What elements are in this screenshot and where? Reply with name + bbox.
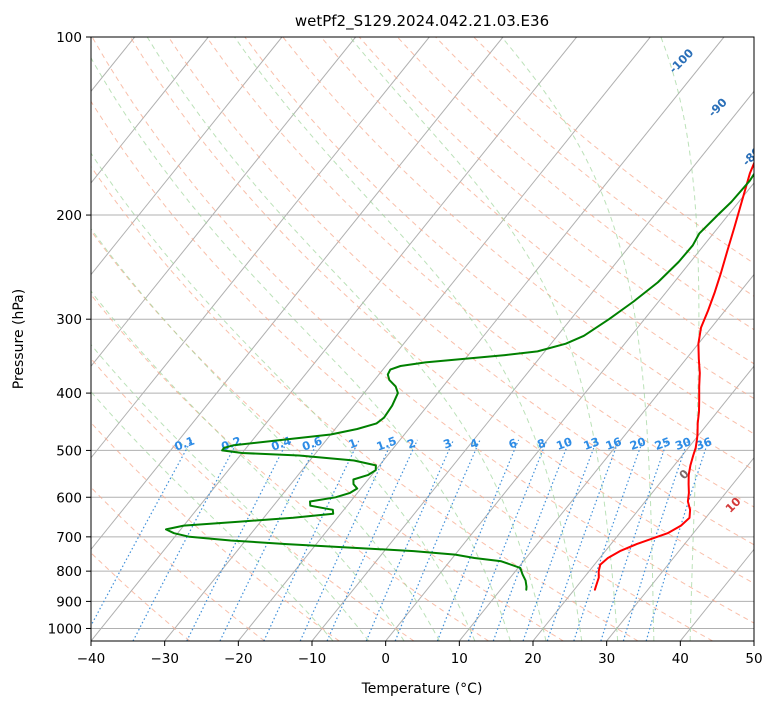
mixing-ratio-line (600, 439, 669, 641)
dry-adiabat (206, 37, 754, 508)
isotherm-gridline (164, 37, 651, 641)
y-tick-label: 400 (56, 386, 82, 402)
dry-adiabat (91, 357, 415, 641)
y-tick-label: 100 (56, 30, 82, 46)
isotherm-gridline (91, 37, 504, 551)
y-tick-label: 700 (56, 530, 82, 546)
mixing-ratio-label: 10 (554, 434, 574, 453)
y-tick-label: 1000 (48, 622, 82, 638)
mixing-ratio-line (91, 439, 193, 627)
mixing-ratio-line (186, 439, 289, 641)
x-tick-label: 50 (745, 651, 762, 667)
y-tick-label: 600 (56, 490, 82, 506)
moist-adiabat (91, 343, 370, 641)
isotherm-gridline (532, 365, 754, 641)
dry-adiabat (129, 37, 754, 584)
series-lines (165, 160, 754, 591)
dry-adiabat (91, 293, 489, 641)
x-tick-label: −10 (298, 651, 327, 667)
pressure-gridlines (91, 37, 754, 629)
dry-adiabat (91, 37, 754, 624)
mixing-ratio-line (326, 439, 418, 641)
isotherm-gridline (606, 456, 754, 641)
moist-adiabat (91, 152, 476, 641)
y-tick-label: 300 (56, 312, 82, 328)
mixing-ratio-line (622, 439, 689, 641)
dry-adiabat (397, 37, 754, 331)
isotherm-gridline (91, 37, 430, 459)
isotherm-gridline (237, 37, 725, 641)
isotherm-gridline (91, 37, 209, 184)
x-tick-label: 0 (381, 651, 390, 667)
mixing-ratio-line (299, 439, 394, 641)
mixing-ratio-line (365, 439, 455, 641)
dry-adiabat (320, 37, 754, 400)
series-line-temperature (593, 160, 754, 591)
mixing-ratio-line (645, 439, 710, 641)
mixing-ratio-label: 30 (673, 434, 693, 453)
x-tick-label: 40 (672, 651, 689, 667)
mixing-ratio-labels: 0.1 0.2 0.4 0.6 1 1.5 2 3 4 6 8 10 13 16 20 25 30 36 (172, 434, 713, 454)
isotherm-gridline (91, 37, 357, 367)
series-line-dewpoint (165, 172, 754, 591)
mixing-ratio-line (219, 439, 320, 641)
x-tick-label: 20 (524, 651, 541, 667)
mixing-ratio-line (492, 439, 571, 641)
dry-adiabat (91, 100, 713, 641)
mixing-ratio-label: 36 (694, 434, 714, 453)
y-tick-label: 500 (56, 443, 82, 459)
mixing-ratio-label: 0.1 (172, 434, 196, 454)
y-tick-label: 900 (56, 594, 82, 610)
dry-adiabat-lines (91, 37, 754, 641)
moist-adiabat (501, 37, 655, 641)
x-axis-label: Temperature (°C) (361, 681, 483, 697)
y-axis-label: Pressure (hPa) (11, 289, 27, 389)
mixing-ratio-label: 0.6 (300, 434, 324, 454)
mixing-ratio-label: 16 (604, 434, 624, 453)
y-tick-label: 800 (56, 564, 82, 580)
mixing-ratio-line (522, 439, 598, 641)
y-axis-ticks: 100 200 300 400 500 600 700 800 900 1000 (48, 30, 91, 638)
dry-adiabat (91, 165, 639, 641)
x-tick-label: −20 (224, 651, 253, 667)
dry-adiabat (244, 37, 754, 471)
y-tick-label: 200 (56, 208, 82, 224)
dry-adiabat (91, 486, 265, 641)
x-tick-label: −30 (150, 651, 179, 667)
chart-title: wetPf2_S129.2024.042.21.03.E36 (295, 12, 549, 31)
isotherm-gridline (385, 182, 754, 641)
dry-adiabat (91, 230, 564, 641)
x-tick-label: 30 (598, 651, 615, 667)
moist-adiabat (91, 391, 334, 641)
isotherm-gridlines (91, 37, 754, 641)
moist-adiabat (660, 37, 700, 641)
x-axis-ticks: −40 −30 −20 −10 0 10 20 30 40 50 (77, 641, 763, 667)
mixing-ratio-lines (91, 439, 710, 641)
isotherm-gridline (458, 273, 754, 641)
mixing-ratio-label: 1.5 (374, 434, 398, 454)
mixing-ratio-label: 25 (653, 434, 673, 453)
mixing-ratio-label: 20 (628, 434, 648, 453)
mixing-ratio-label: 0.2 (219, 434, 243, 454)
moist-adiabat (91, 56, 511, 641)
dry-adiabat (91, 552, 191, 641)
mixing-ratio-label: 13 (582, 434, 602, 453)
moist-adiabat (146, 37, 547, 641)
isotherm-gridline (91, 37, 578, 641)
x-tick-label: 10 (451, 651, 468, 667)
isotherm-gridline (91, 37, 283, 276)
plot-frame (90, 36, 755, 642)
moist-adiabat (91, 227, 440, 641)
x-tick-label: −40 (77, 651, 106, 667)
